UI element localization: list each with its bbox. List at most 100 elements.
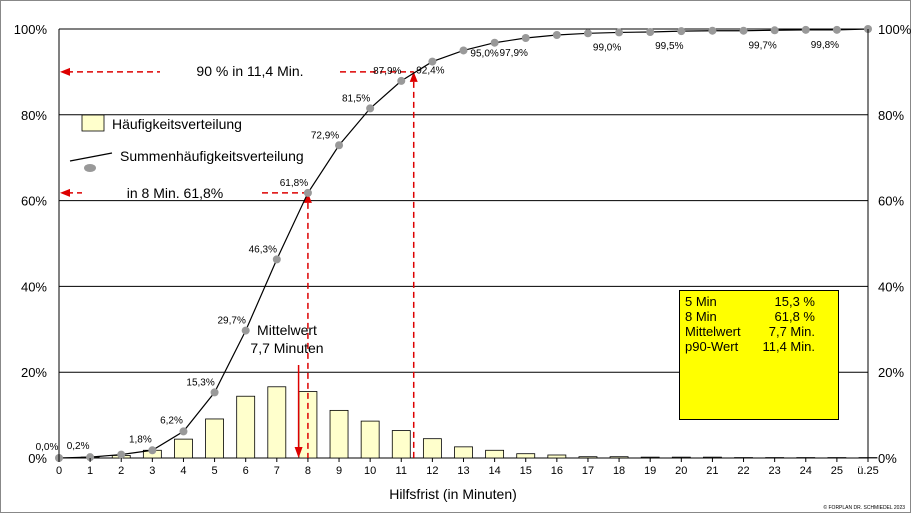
histogram-bar (267, 386, 287, 459)
x-tick-label: 24 (800, 465, 812, 477)
y-tick-label-left: 80% (21, 108, 47, 123)
info-row-p90: p90-Wert 11,4 Min. (685, 339, 833, 354)
cumulative-point-label: 99,8% (811, 40, 839, 51)
cumulative-point (552, 31, 561, 40)
info-label: 5 Min (685, 294, 717, 309)
y-tick-label-left: 40% (21, 279, 47, 294)
arrow-head (60, 67, 70, 76)
cumulative-point (615, 28, 624, 37)
cumulative-point (770, 26, 779, 35)
cumulative-point-label: 81,5% (342, 93, 370, 104)
x-tick-label: 8 (305, 465, 311, 477)
info-value: 7,7 Min. (768, 324, 815, 339)
info-label: Mittelwert (685, 324, 741, 339)
cumulative-point (832, 25, 841, 34)
legend-label-histogram: Häufigkeitsverteilung (112, 116, 242, 132)
cumulative-point (366, 104, 375, 113)
histogram-bar (516, 453, 536, 459)
info-row-5min: 5 Min 15,3 % (685, 294, 833, 309)
info-row-mean: Mittelwert 7,7 Min. (685, 324, 833, 339)
cumulative-point-label: 99,0% (593, 42, 621, 53)
cumulative-point-label: 99,5% (655, 41, 683, 52)
x-tick-label: 9 (336, 465, 342, 477)
histogram-bar (329, 409, 349, 459)
p90-label: 90 % in 11,4 Min. (196, 63, 303, 79)
cumulative-point-label: 15,3% (186, 377, 214, 388)
y-tick-label-right: 40% (878, 279, 904, 294)
cumulative-point (708, 26, 717, 35)
histogram-bar (236, 395, 256, 459)
cumulative-point-label: 99,7% (748, 40, 776, 51)
cumulative-point-label: 97,9% (500, 48, 528, 59)
cumulative-point (335, 141, 344, 150)
cumulative-point (179, 427, 188, 436)
legend-swatch-histogram (81, 114, 105, 132)
legend-swatch-line (69, 152, 113, 162)
histogram-bar (485, 449, 505, 459)
x-tick-label: 6 (243, 465, 249, 477)
cumulative-point (739, 26, 748, 35)
histogram-bar (422, 438, 442, 459)
y-tick-label-right: 100% (878, 22, 911, 37)
x-tick-label: 12 (426, 465, 438, 477)
x-tick-label: 2 (118, 465, 124, 477)
cumulative-point (521, 34, 530, 43)
arrow-head (303, 192, 312, 203)
x-tick-label: 14 (488, 465, 500, 477)
info-value: 11,4 Min. (762, 339, 815, 354)
x-tick-label: 11 (396, 465, 407, 477)
y-tick-label-right: 60% (878, 194, 904, 209)
cumulative-point-label: 46,3% (249, 244, 277, 255)
x-tick-label: ü.25 (857, 465, 878, 477)
cumulative-point-label: 61,8% (280, 178, 308, 189)
histogram-bar (578, 456, 598, 459)
legend-swatch-point (84, 164, 96, 172)
cumulative-point-label: 1,8% (129, 434, 152, 445)
x-tick-label: 10 (364, 465, 376, 477)
cumulative-point (490, 38, 499, 47)
cumulative-point-label: 72,9% (311, 130, 339, 141)
cumulative-point-label: 6,2% (160, 415, 183, 426)
x-tick-label: 15 (520, 465, 532, 477)
info-label: 8 Min (685, 309, 717, 324)
histogram-bar (671, 456, 691, 459)
x-tick-label: 3 (149, 465, 155, 477)
cumulative-point (459, 46, 468, 55)
info-label: p90-Wert (685, 339, 739, 354)
cumulative-point (210, 388, 219, 397)
cumulative-point (272, 255, 281, 264)
x-tick-label: 1 (87, 465, 93, 477)
cumulative-point-label: 0,2% (67, 441, 90, 452)
histogram-bar (205, 418, 224, 459)
cumulative-point (241, 326, 250, 335)
cumulative-point (646, 28, 655, 37)
histogram-bar (454, 446, 473, 459)
info-row-8min: 8 Min 61,8 % (685, 309, 833, 324)
y-tick-label-left: 20% (21, 365, 47, 380)
arrow-head (60, 188, 70, 197)
y-tick-label-right: 0% (878, 451, 897, 466)
cumulative-point-label: 95,0% (470, 49, 498, 60)
cumulative-curve: 0,0% 0,2% 1,8% 6,2% 15,3% 29,7% 46,3% 61,8% 72,9… (36, 25, 872, 462)
info-value: 15,3 % (774, 294, 815, 309)
cumulative-point (428, 57, 437, 66)
axes: 0% 0%20% 20%40% 40%60% 60%80% 80%100% 100%0 1 2 3… (14, 22, 911, 477)
mean-label-line1: Mittelwert (257, 322, 317, 338)
info-value: 61,8 % (774, 309, 815, 324)
x-axis-label: Hilfsfrist (in Minuten) (389, 486, 517, 502)
histogram-bar (360, 420, 380, 459)
histogram-bar (547, 454, 567, 459)
reference-lines: 90 % in 11,4 Min. in 8 Min. 61,8% Mittelwe… (60, 63, 418, 458)
cumulative-point (86, 453, 95, 462)
info-box: 5 Min 15,3 % 8 Min 61,8 % Mittelwert 7,7… (679, 290, 839, 420)
histogram-bar (640, 456, 660, 459)
histogram-bar (609, 456, 629, 459)
cumulative-point (303, 188, 312, 197)
y-tick-label-left: 100% (14, 22, 48, 37)
x-tick-label: 0 (56, 465, 62, 477)
x-tick-label: 23 (769, 465, 781, 477)
cumulative-point (677, 27, 686, 36)
y-tick-label-left: 0% (28, 451, 47, 466)
x-tick-label: 20 (675, 465, 687, 477)
